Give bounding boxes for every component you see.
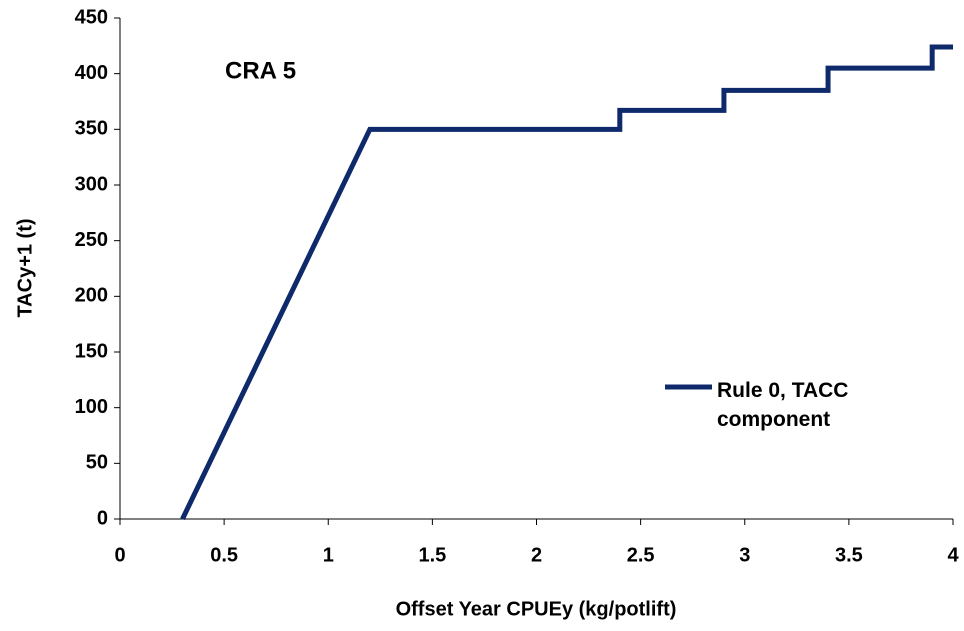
x-tick-label: 3.5 xyxy=(835,544,863,566)
y-tick-label: 450 xyxy=(75,6,108,28)
x-tick-label: 1.5 xyxy=(418,544,446,566)
y-tick-label: 150 xyxy=(75,340,108,362)
data-line xyxy=(180,44,953,521)
x-tick-label: 0.5 xyxy=(210,544,238,566)
y-tick-label: 250 xyxy=(75,229,108,251)
y-tick-label: 0 xyxy=(97,507,108,529)
x-tick-label: 1 xyxy=(323,544,334,566)
y-tick-label: 350 xyxy=(75,118,108,140)
x-tick-label: 2 xyxy=(531,544,542,566)
y-tick-label: 200 xyxy=(75,285,108,307)
x-tick-label: 4 xyxy=(947,544,959,566)
legend-label: Rule 0, TACC component xyxy=(717,379,849,431)
x-tick-label: 3 xyxy=(739,544,750,566)
x-tick-label: 0 xyxy=(114,544,125,566)
y-tick-label: 50 xyxy=(86,452,108,474)
annotation: CRA 5 xyxy=(225,57,296,84)
x-tick-label: 2.5 xyxy=(627,544,655,566)
y-tick-label: 100 xyxy=(75,396,108,418)
y-tick-label: 400 xyxy=(75,62,108,84)
x-axis-title: Offset Year CPUEy (kg/potlift) xyxy=(396,598,677,620)
y-axis-title: TACy+1 (t) xyxy=(14,218,36,317)
y-tick-label: 300 xyxy=(75,173,108,195)
